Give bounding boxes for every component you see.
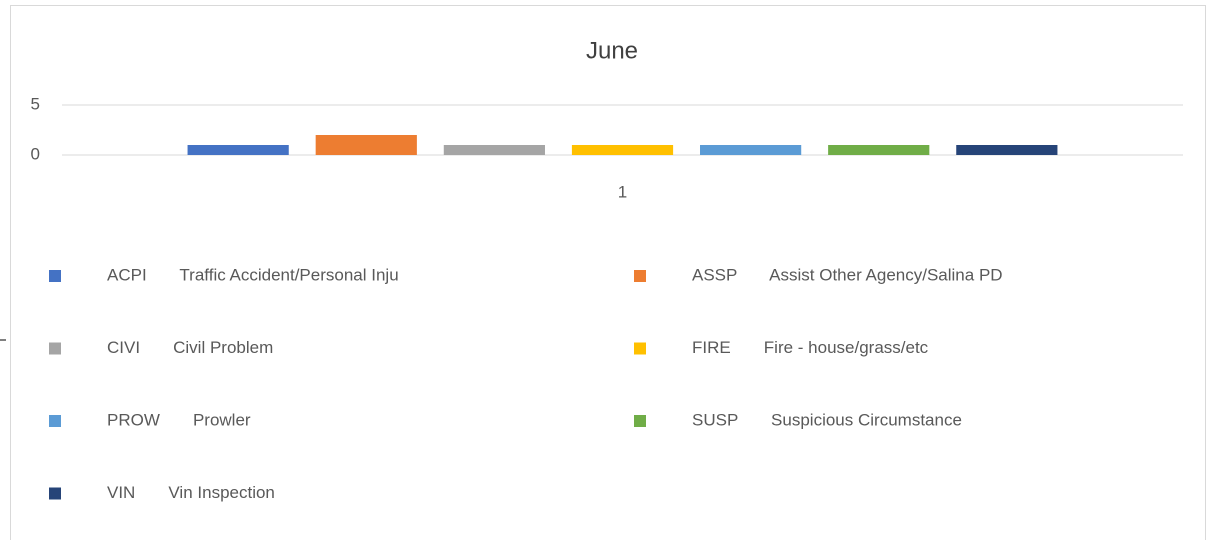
legend-marker bbox=[49, 487, 61, 500]
bar bbox=[956, 145, 1058, 155]
bar bbox=[187, 145, 289, 155]
legend-label: ACPI Traffic Accident/Personal Inju bbox=[107, 265, 399, 284]
legend-label: CIVI Civil Problem bbox=[107, 338, 273, 357]
bar bbox=[700, 145, 802, 155]
legend-marker bbox=[634, 270, 646, 282]
x-tick-label: 1 bbox=[618, 182, 627, 201]
legend-label: FIRE Fire - house/grass/etc bbox=[692, 338, 929, 357]
legend-label: ASSP Assist Other Agency/Salina PD bbox=[692, 265, 1003, 284]
legend-marker bbox=[49, 415, 61, 427]
bar bbox=[443, 145, 545, 155]
bar bbox=[828, 145, 930, 155]
legend-marker bbox=[634, 415, 646, 427]
y-tick-label: 5 bbox=[31, 94, 40, 113]
legend-marker bbox=[49, 270, 61, 282]
bar bbox=[315, 135, 417, 155]
bar bbox=[571, 145, 674, 155]
legend-marker bbox=[49, 342, 61, 355]
legend-label: SUSP Suspicious Circumstance bbox=[692, 410, 962, 429]
legend-label: VIN Vin Inspection bbox=[107, 483, 275, 502]
chart-border bbox=[10, 5, 1206, 540]
chart-title: June bbox=[586, 37, 638, 64]
legend-marker bbox=[634, 342, 646, 355]
y-tick-label: 0 bbox=[31, 144, 40, 163]
legend-label: PROW Prowler bbox=[107, 410, 251, 429]
